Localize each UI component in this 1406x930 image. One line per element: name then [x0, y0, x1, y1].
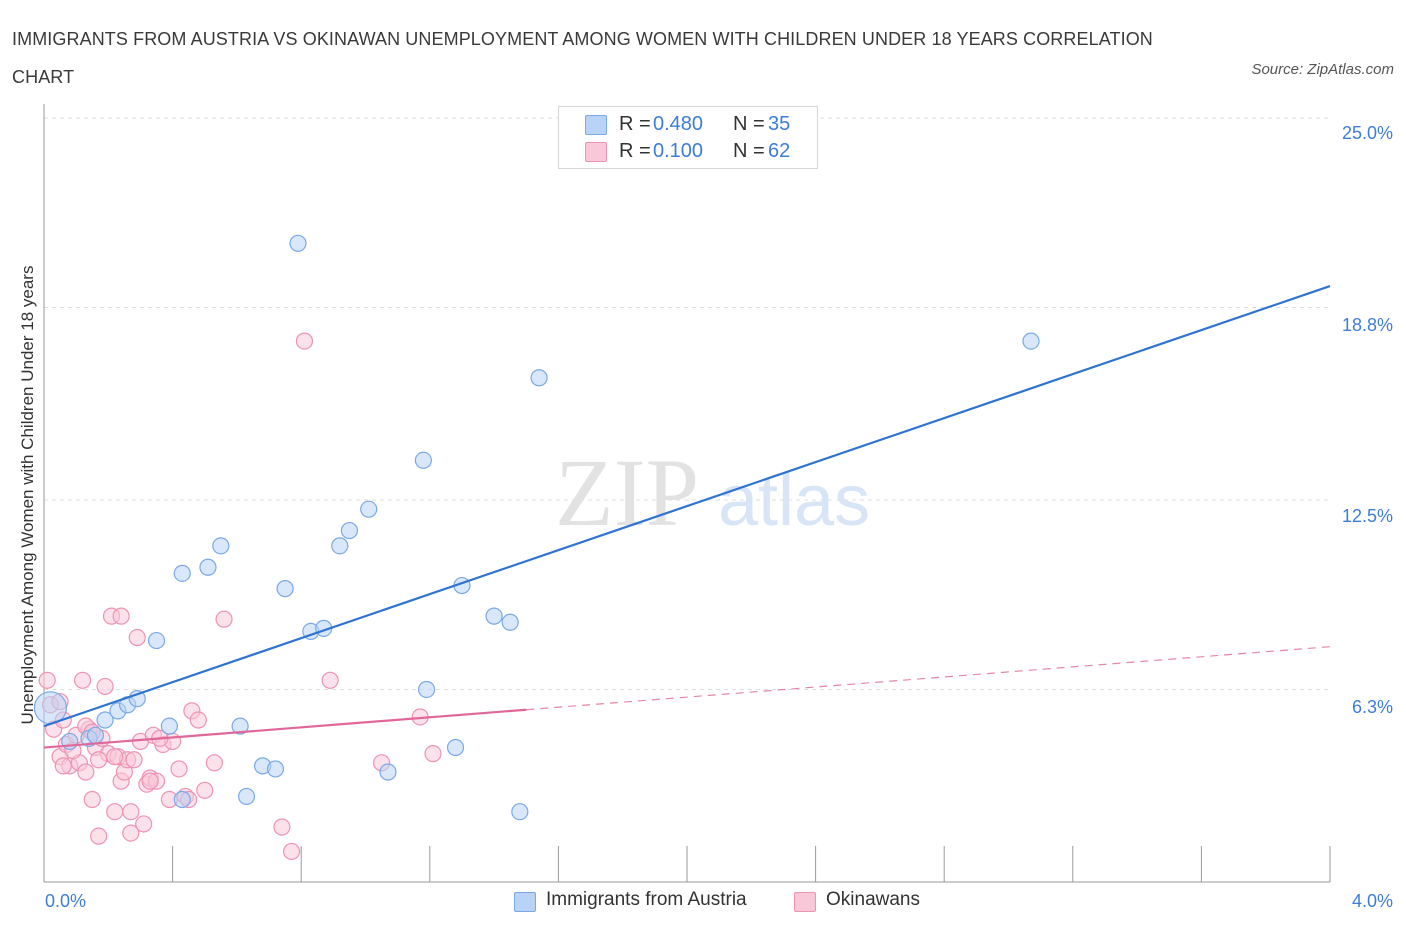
grid-lines: [44, 117, 1330, 690]
okinawans-point: [106, 803, 124, 821]
austria-point: [276, 580, 294, 598]
austria-point: [96, 711, 114, 729]
okinawans-point: [54, 757, 72, 775]
austria-point: [417, 680, 436, 699]
austria-point: [237, 787, 256, 806]
okinawans-point: [295, 332, 314, 350]
okinawans-point: [83, 790, 101, 809]
n-label: N =: [733, 140, 765, 162]
r-value: 0.480: [653, 113, 704, 135]
watermark-zip: ZIP: [555, 439, 699, 546]
okinawans-trend-line-extension: [526, 646, 1331, 711]
n-label: N =: [733, 113, 765, 135]
austria-points: [33, 234, 1040, 821]
austria-point: [379, 763, 397, 781]
okinawans-point: [321, 671, 339, 689]
okinawans-point: [135, 815, 153, 833]
okinawans-point: [125, 751, 143, 769]
trend-lines: [43, 285, 1331, 749]
austria-point: [446, 738, 465, 757]
correlation-legend: R = 0.480 N = 35 R = 0.100 N = 62: [558, 106, 818, 169]
y-tick-label: 18.8%: [1341, 315, 1393, 335]
austria-point: [501, 613, 519, 631]
legend-label-austria: Immigrants from Austria: [546, 889, 747, 910]
austria-point: [199, 558, 217, 576]
okinawans-point: [90, 751, 108, 769]
okinawans-trend-line: [43, 708, 527, 749]
austria-point: [414, 451, 432, 469]
legend-swatch-blue: [585, 115, 607, 135]
austria-point: [147, 631, 166, 650]
okinawans-points: [38, 332, 442, 861]
austria-trend-line: [43, 285, 1331, 728]
okinawans-point: [424, 745, 442, 763]
okinawans-point: [106, 748, 124, 766]
legend-swatch-pink: [794, 892, 816, 912]
austria-point: [173, 790, 191, 809]
okinawans-point: [128, 628, 146, 647]
okinawans-point: [189, 711, 207, 729]
austria-point: [212, 537, 230, 555]
austria-point: [485, 607, 503, 625]
okinawans-point: [90, 827, 108, 845]
okinawans-point: [141, 772, 159, 790]
okinawans-point: [205, 754, 223, 772]
y-tick-label: 12.5%: [1341, 506, 1393, 526]
okinawans-point: [215, 610, 233, 628]
n-value: 35: [768, 113, 791, 135]
austria-point: [331, 537, 349, 555]
okinawans-point: [112, 607, 130, 625]
okinawans-point: [73, 671, 92, 689]
austria-point: [160, 717, 178, 735]
y-axis-label: Unemployment Among Women with Children U…: [18, 265, 37, 725]
okinawans-point: [96, 677, 114, 696]
r-value: 0.100: [653, 140, 704, 162]
n-value: 62: [768, 140, 791, 162]
y-tick-label: 25.0%: [1341, 123, 1393, 143]
okinawans-point: [282, 842, 301, 861]
legend-label-okinawans: Okinawans: [826, 889, 920, 910]
x-min-label: 0.0%: [45, 891, 87, 911]
r-label: R =: [619, 113, 651, 135]
chart-title: IMMIGRANTS FROM AUSTRIA VS OKINAWAN UNEM…: [12, 29, 1153, 87]
austria-point: [511, 803, 529, 821]
legend-swatch-blue: [514, 892, 536, 912]
x-max-label: 4.0%: [1351, 891, 1393, 911]
austria-point: [340, 521, 359, 540]
legend-swatch-pink: [585, 142, 607, 162]
austria-point: [1022, 332, 1040, 350]
watermark: ZIP atlas: [555, 439, 870, 546]
okinawans-point: [273, 818, 291, 836]
watermark-atlas: atlas: [718, 461, 870, 541]
okinawans-point: [196, 781, 214, 799]
austria-point: [289, 234, 307, 252]
okinawans-point: [38, 671, 56, 689]
axes: [43, 104, 1331, 883]
austria-point: [266, 760, 285, 778]
austria-point: [86, 726, 105, 744]
source-note: Source: ZipAtlas.com: [1251, 61, 1394, 78]
austria-point: [173, 564, 191, 582]
y-tick-label: 6.3%: [1351, 697, 1393, 717]
austria-point: [530, 369, 548, 387]
r-label: R =: [619, 140, 651, 162]
okinawans-point: [122, 803, 140, 821]
austria-point: [360, 500, 378, 518]
okinawans-point: [77, 763, 95, 781]
okinawans-point: [170, 760, 188, 778]
okinawans-point: [122, 824, 140, 842]
austria-point: [231, 717, 249, 735]
